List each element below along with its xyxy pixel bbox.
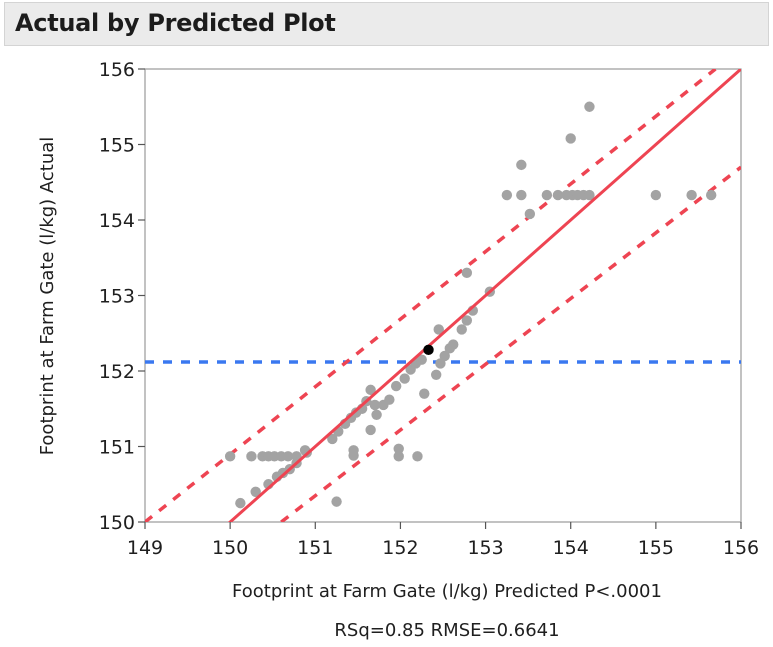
data-point <box>501 189 513 201</box>
data-point <box>327 433 338 445</box>
data-point <box>516 159 527 171</box>
data-point <box>371 409 382 420</box>
x-tick-label: 150 <box>212 537 248 559</box>
data-point <box>412 451 423 462</box>
data-point <box>456 324 467 335</box>
mean-point <box>423 344 434 356</box>
x-axis-label: Footprint at Farm Gate (l/kg) Predicted … <box>232 581 662 602</box>
y-tick-label: 156 <box>99 59 135 81</box>
x-tick-label: 153 <box>467 537 503 559</box>
panel-title: Actual by Predicted Plot <box>15 9 336 37</box>
x-tick-label: 152 <box>382 537 418 559</box>
data-point <box>348 450 359 461</box>
y-tick-label: 155 <box>99 135 135 157</box>
y-axis-label: Footprint at Farm Gate (l/kg) Actual <box>37 137 58 456</box>
y-tick-label: 150 <box>99 512 135 534</box>
data-point <box>516 189 527 201</box>
plot-frame <box>144 68 742 523</box>
data-point <box>435 358 446 369</box>
fit-line <box>227 69 741 522</box>
lower-confidence-curve <box>280 165 741 522</box>
data-point <box>384 394 395 405</box>
data-point <box>393 443 404 454</box>
x-tick-label: 154 <box>553 537 589 559</box>
data-point <box>541 189 553 201</box>
data-point <box>393 451 404 462</box>
data-point <box>416 354 427 365</box>
x-tick-label: 155 <box>638 537 674 559</box>
data-point <box>686 189 697 201</box>
upper-confidence-curve <box>145 69 717 522</box>
data-point <box>399 373 410 384</box>
data-point <box>650 189 662 201</box>
data-point <box>365 384 376 396</box>
data-point <box>282 451 294 462</box>
data-point <box>584 101 595 112</box>
data-point <box>439 350 450 362</box>
data-point <box>433 324 444 335</box>
panel-title-bar[interactable]: Actual by Predicted Plot <box>4 2 769 46</box>
plot-layer <box>145 69 741 522</box>
data-point <box>365 424 376 436</box>
plot-content <box>145 69 741 522</box>
fit-statistics-label: RSq=0.85 RMSE=0.6641 <box>334 620 559 641</box>
data-point <box>390 380 402 392</box>
data-point <box>419 388 430 399</box>
data-point <box>565 133 576 144</box>
data-point <box>250 486 261 497</box>
data-point <box>706 189 717 201</box>
data-point <box>461 267 473 279</box>
x-tick-label: 156 <box>723 537 759 559</box>
data-point <box>552 189 564 201</box>
y-tick-label: 154 <box>99 210 135 232</box>
x-tick-label: 151 <box>297 537 333 559</box>
x-tick-label: 149 <box>127 537 163 559</box>
data-point <box>430 369 442 380</box>
data-point <box>235 497 246 509</box>
data-point <box>369 399 381 411</box>
data-point <box>461 315 473 326</box>
y-tick-label: 151 <box>99 437 135 459</box>
y-tick-label: 152 <box>99 361 135 383</box>
data-point <box>448 339 459 350</box>
data-point <box>524 208 536 220</box>
data-point <box>331 496 342 507</box>
y-tick-label: 153 <box>99 286 135 308</box>
axis-layer: 149 150 151 152 153 154 155 156 150 151 152 153 154 1… <box>99 59 759 559</box>
data-point <box>224 451 236 462</box>
data-point <box>246 451 257 462</box>
data-point <box>584 189 595 201</box>
